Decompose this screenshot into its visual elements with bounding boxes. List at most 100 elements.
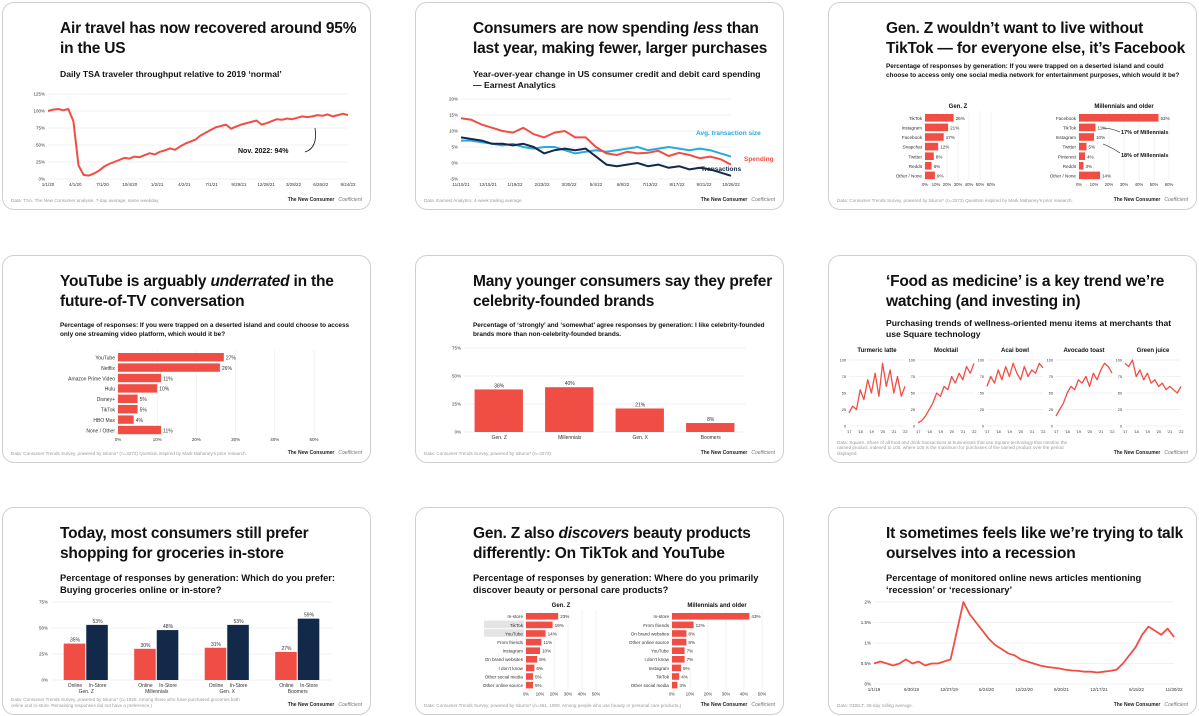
bar — [474, 389, 523, 432]
y-tick-label: 25 — [1049, 408, 1053, 412]
category-label: Reddit — [909, 164, 923, 169]
card-footnote: Data: Square. Share of all food and drin… — [837, 439, 1068, 456]
card-groceries: Today, most consumers still prefer shopp… — [2, 507, 371, 715]
x-tick-label: 20% — [1105, 182, 1114, 187]
bar — [545, 387, 594, 432]
card-footnote: Data: Consumer Trends Survey, powered by… — [424, 450, 551, 456]
category-label: From friends — [643, 623, 669, 628]
x-tick-label: ’17 — [1122, 430, 1127, 434]
data-label: 59% — [304, 613, 315, 619]
data-label: 10% — [542, 649, 551, 654]
x-tick-label: 6/15/22 — [1129, 687, 1145, 692]
bar — [672, 681, 678, 689]
series-label: In-Store — [159, 683, 177, 689]
data-label: 30% — [140, 643, 151, 649]
x-tick-label: 40% — [965, 182, 974, 187]
card-title: YouTube is arguably underrated in the fu… — [60, 273, 334, 310]
series-line-transactions — [460, 136, 732, 177]
y-tick-label: 2% — [864, 600, 871, 605]
y-tick-label: 75 — [911, 375, 915, 379]
x-tick-label: 0% — [922, 182, 928, 187]
bar — [526, 673, 533, 680]
bar — [526, 681, 533, 689]
card-title: Consumers are now spending less than las… — [473, 20, 768, 57]
brand-mark: The New Consumer Coefficient — [700, 450, 775, 456]
card-consumer-spending: Consumers are now spending less than las… — [415, 2, 784, 210]
brand-mark: The New Consumer Coefficient — [287, 702, 362, 708]
y-tick-label: 100 — [1116, 359, 1122, 363]
annotation-arrow — [304, 127, 316, 153]
y-tick-label: -5% — [450, 177, 458, 182]
category-label: YouTube — [505, 631, 523, 636]
data-label: 31% — [211, 642, 222, 648]
bar — [925, 123, 949, 132]
series-label: Online — [138, 683, 153, 689]
x-tick-label: ’21 — [1029, 430, 1034, 434]
category-label: Twitter — [1062, 145, 1076, 150]
data-label: 11% — [163, 428, 173, 434]
category-label: Snapchat — [903, 145, 923, 150]
data-label: 8% — [707, 417, 715, 423]
category-label: Gen. Z — [79, 689, 94, 695]
x-tick-label: 40% — [270, 437, 279, 442]
x-tick-label: 30% — [231, 437, 240, 442]
x-tick-label: 6/26/22 — [313, 182, 329, 187]
bar — [118, 353, 224, 362]
category-label: I don’t know — [498, 666, 523, 671]
bar — [227, 624, 249, 680]
x-tick-label: 2/23/22 — [534, 182, 550, 187]
brand-mark: The New Consumer Coefficient — [287, 197, 362, 203]
y-tick-label: 5% — [451, 145, 458, 150]
x-tick-label: 40% — [1135, 182, 1144, 187]
y-tick-label: 50% — [36, 143, 45, 148]
category-label: Other online source — [483, 683, 524, 688]
bar — [118, 405, 138, 414]
x-tick-label: ’20 — [880, 430, 885, 434]
bar — [615, 408, 664, 432]
bar — [118, 373, 162, 383]
data-label: 5% — [140, 407, 148, 413]
bar — [925, 142, 939, 151]
bar — [156, 630, 179, 680]
x-tick-label: ’18 — [927, 430, 932, 434]
panel-title: Turmeric latte — [857, 348, 897, 354]
series-label: In-Store — [230, 683, 248, 689]
category-label: Facebook — [1056, 116, 1077, 121]
x-tick-label: ’18 — [996, 430, 1001, 434]
bar — [672, 656, 685, 663]
series-line-spending — [460, 117, 732, 166]
x-tick-label: 0% — [115, 437, 122, 442]
x-tick-label: ’21 — [960, 430, 965, 434]
x-tick-label: ’20 — [1087, 430, 1092, 434]
y-tick-label: 1% — [864, 641, 871, 646]
card-footnote: Data: Earnest Analytics. 4-week trailing… — [424, 197, 523, 203]
category-label: Netflix — [101, 366, 115, 372]
x-tick-label: 50% — [309, 437, 318, 442]
x-tick-label: ’21 — [1167, 430, 1172, 434]
x-tick-label: 10% — [536, 691, 545, 696]
x-tick-label: 60% — [1165, 182, 1174, 187]
category-label: Reddit — [1063, 164, 1077, 169]
card-title: Gen. Z wouldn’t want to live without Tik… — [886, 20, 1186, 57]
card-food-medicine: ‘Food as medicine’ is a key trend we’re … — [828, 255, 1197, 463]
card-subtitle: Year-over-year change in US consumer cre… — [473, 69, 761, 90]
series-label: In-Store — [300, 683, 318, 689]
panel-title: Gen. Z — [552, 603, 571, 609]
data-label: 17% — [946, 135, 955, 140]
data-label: 53% — [93, 619, 104, 625]
x-tick-label: ’19 — [1145, 430, 1150, 434]
y-tick-label: 75% — [36, 126, 45, 131]
bar — [118, 425, 162, 435]
data-label: 7% — [687, 649, 694, 654]
bar — [686, 423, 735, 432]
y-tick-label: 20% — [449, 97, 458, 102]
series-line-mocktail — [917, 363, 975, 424]
bar — [86, 624, 108, 680]
x-tick-label: 4/1/20 — [69, 182, 82, 187]
x-tick-label: 40% — [740, 691, 749, 696]
category-label: Instagram — [503, 649, 524, 654]
bar — [1079, 162, 1084, 170]
card-title: It sometimes feels like we’re trying to … — [886, 525, 1184, 562]
annotation-arrow — [1101, 127, 1121, 133]
card-recession: It sometimes feels like we’re trying to … — [828, 507, 1197, 715]
